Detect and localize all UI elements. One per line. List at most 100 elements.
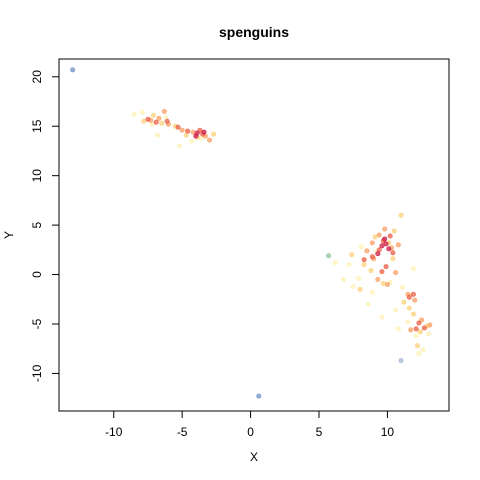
data-point (164, 118, 170, 124)
data-point (410, 291, 416, 297)
data-point (145, 116, 151, 122)
data-point (405, 319, 411, 325)
data-point (406, 305, 412, 311)
data-point (193, 133, 199, 139)
y-tick-label: -5 (30, 318, 44, 329)
data-point (398, 212, 404, 218)
data-point (375, 276, 381, 282)
y-tick-label: 20 (30, 70, 44, 84)
data-point (413, 333, 419, 339)
chart-title: spenguins (219, 24, 289, 40)
data-point (161, 108, 167, 114)
data-point (356, 276, 362, 282)
data-point (131, 111, 137, 117)
data-point (421, 325, 427, 331)
data-point (393, 270, 399, 276)
data-point (399, 284, 405, 290)
x-tick-label: -5 (177, 425, 188, 439)
x-tick-label: 10 (381, 425, 395, 439)
data-point (179, 127, 185, 133)
data-point (375, 251, 381, 257)
y-tick-label: 15 (30, 119, 44, 133)
data-point (427, 322, 433, 328)
data-point (201, 129, 207, 135)
data-point (410, 311, 416, 317)
data-point (156, 115, 162, 121)
data-point (384, 281, 390, 287)
data-point (368, 268, 374, 274)
data-point (383, 241, 389, 247)
data-point (393, 307, 399, 313)
data-point (376, 232, 382, 238)
x-tick-label: -10 (105, 425, 123, 439)
data-point (390, 250, 396, 256)
data-point (365, 301, 371, 307)
data-point (332, 260, 338, 266)
x-tick-label: 0 (247, 425, 254, 439)
data-point (386, 246, 392, 252)
data-point (406, 294, 412, 300)
y-tick-label: 10 (30, 169, 44, 183)
data-point (390, 256, 396, 262)
data-point (70, 67, 76, 73)
data-point (379, 243, 385, 249)
data-point (364, 248, 370, 254)
data-point (141, 118, 147, 124)
x-axis: -10 -5 0 5 10 (105, 411, 394, 439)
data-point (361, 257, 367, 263)
data-point (425, 331, 431, 337)
data-point (139, 109, 145, 115)
data-point (150, 112, 156, 118)
data-point (387, 233, 393, 239)
points-layer (70, 67, 433, 399)
data-point (349, 252, 355, 258)
data-point (382, 236, 388, 242)
data-point (401, 299, 407, 305)
data-point (395, 242, 401, 248)
data-point (382, 226, 388, 232)
data-point (369, 254, 375, 260)
data-point (372, 234, 378, 240)
data-point (358, 244, 364, 250)
data-point (410, 266, 416, 272)
data-point (395, 326, 401, 332)
data-point (176, 143, 182, 149)
data-point (159, 120, 165, 126)
data-point (412, 297, 418, 303)
data-point (185, 128, 191, 134)
x-axis-label: X (250, 450, 258, 464)
data-point (211, 131, 217, 137)
data-point (379, 314, 385, 320)
data-point (207, 137, 213, 143)
data-point (369, 240, 375, 246)
data-point (153, 119, 159, 125)
data-point (361, 262, 367, 268)
data-point (357, 286, 363, 292)
data-point (350, 283, 356, 289)
data-point (383, 264, 389, 270)
data-point (189, 138, 195, 144)
data-point (326, 253, 332, 259)
x-tick-label: 5 (316, 425, 323, 439)
data-point (398, 358, 404, 364)
y-tick-label: 0 (30, 271, 44, 278)
data-point (341, 276, 347, 282)
data-point (413, 326, 419, 332)
data-point (190, 129, 196, 135)
data-point (380, 280, 386, 286)
data-point (417, 329, 423, 335)
data-point (155, 132, 161, 138)
data-point (416, 351, 422, 357)
data-point (346, 262, 352, 268)
data-point (415, 343, 421, 349)
data-point (416, 320, 422, 326)
y-axis-label: Y (2, 231, 16, 239)
y-tick-label: -10 (30, 364, 44, 382)
plot-frame (58, 58, 450, 412)
data-point (369, 289, 375, 295)
data-point (391, 228, 397, 234)
data-point (420, 347, 426, 353)
y-tick-label: 5 (30, 221, 44, 228)
